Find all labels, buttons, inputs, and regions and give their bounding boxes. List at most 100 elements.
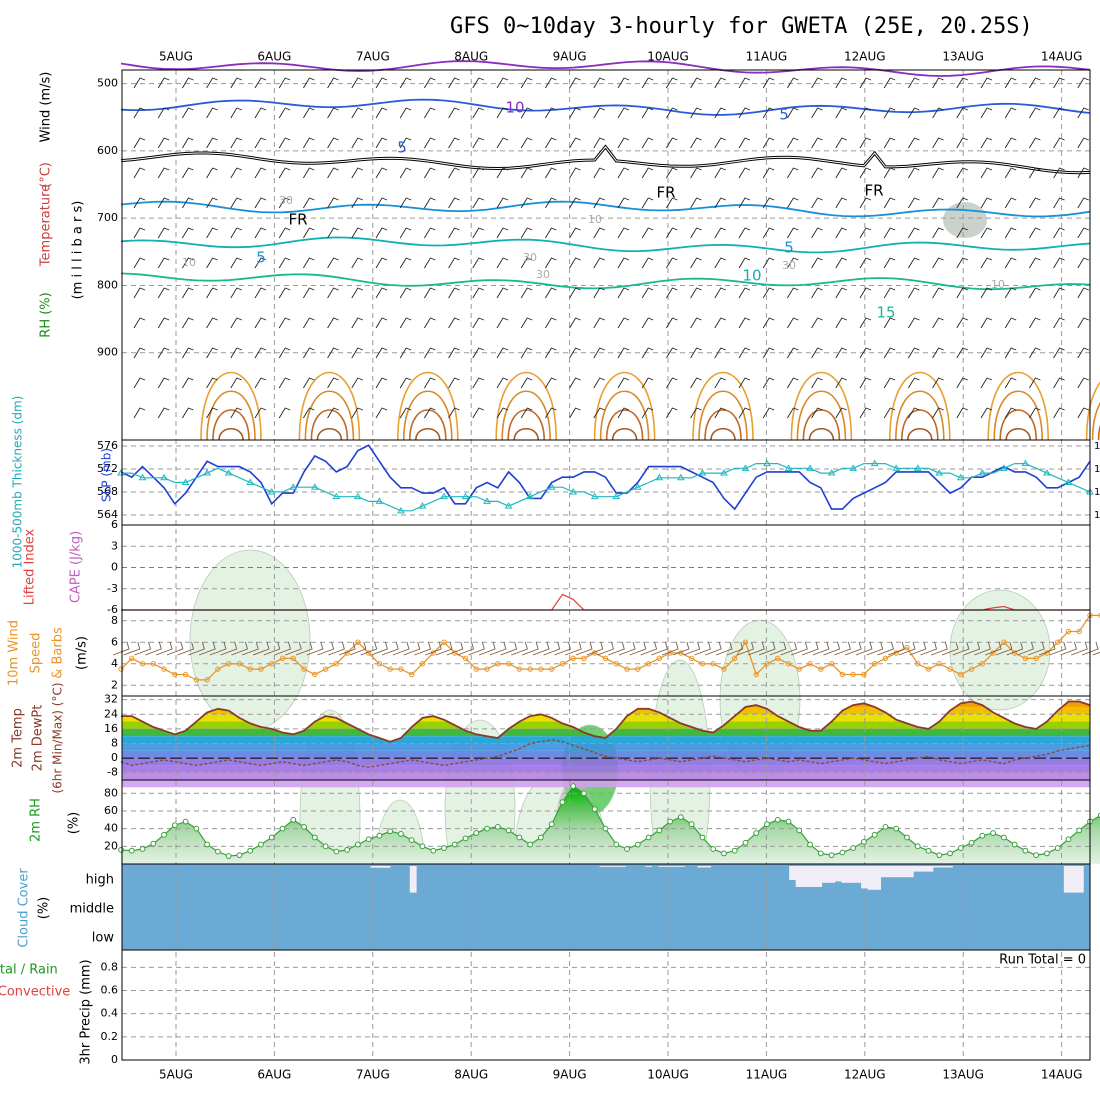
upper-wind-barb xyxy=(787,287,799,299)
upper-wind-barb xyxy=(883,107,896,119)
wind-speed-point xyxy=(441,639,447,645)
surface-wind-barb xyxy=(586,641,604,656)
thickness-marker xyxy=(913,464,922,471)
upper-wind-barb xyxy=(569,287,581,299)
upper-wind-barb xyxy=(254,317,267,329)
upper-wind-barb xyxy=(303,167,315,179)
wind-axis-label: Wind (m/s) xyxy=(39,72,54,143)
upper-wind-barb xyxy=(1053,347,1065,359)
cape-axis-label: CAPE (J/kg) xyxy=(69,531,84,603)
upper-wind-barb xyxy=(254,137,267,149)
upper-wind-barb xyxy=(399,257,412,269)
upper-wind-barb xyxy=(254,347,267,359)
upper-wind-barb xyxy=(835,347,847,359)
surface-wind-barb xyxy=(177,641,195,656)
surface-wind-barb xyxy=(435,641,453,656)
upper-wind-barb xyxy=(593,227,605,239)
surface-wind-barb xyxy=(909,641,927,656)
upper-wind-barb xyxy=(666,77,678,89)
surface-wind-barb xyxy=(489,641,507,656)
wind-speed-point xyxy=(462,655,469,662)
upper-wind-barb xyxy=(472,77,484,89)
temp-axis-label: 2m Temp xyxy=(11,708,26,768)
wind-speed-point xyxy=(236,661,243,667)
contour-label: 30 xyxy=(523,251,537,264)
rh-point xyxy=(484,825,490,832)
upper-wind-barb xyxy=(496,377,509,389)
wind-speed-point xyxy=(1033,655,1039,662)
surface-wind-barb xyxy=(1049,641,1067,656)
upper-wind-barb xyxy=(399,287,412,299)
rh-point xyxy=(505,827,512,834)
upper-wind-barb xyxy=(787,227,799,239)
precip-tick-label: 0.4 xyxy=(101,1007,119,1020)
high-cloud-gap xyxy=(1063,866,1071,893)
surface-wind-barb xyxy=(597,641,615,656)
upper-wind-barb xyxy=(133,77,146,89)
upper-wind-barb xyxy=(641,287,654,299)
low-level-isotherm-arc xyxy=(605,409,644,441)
rh-point xyxy=(688,821,695,828)
upper-wind-barb xyxy=(278,167,291,179)
wind-speed-point xyxy=(871,661,878,667)
upper-wind-barb xyxy=(932,257,944,269)
rh2m-unit-label: (%) xyxy=(67,812,82,835)
upper-wind-barb xyxy=(399,347,412,359)
upper-wind-barb xyxy=(811,227,823,239)
surface-wind-barb xyxy=(705,641,722,656)
upper-wind-barb xyxy=(182,197,194,209)
upper-wind-barb xyxy=(182,347,194,359)
upper-wind-barb xyxy=(424,167,436,179)
upper-wind-barb xyxy=(496,257,509,269)
upper-wind-barb xyxy=(956,377,968,389)
thickness-axis-label: 1000-500mb Thickness (dm) xyxy=(11,396,25,569)
rh-tick-label: 20 xyxy=(104,839,118,852)
rh-point xyxy=(817,850,824,857)
thickness-marker xyxy=(633,483,642,490)
upper-wind-barb xyxy=(617,137,630,149)
wind-speed-point xyxy=(839,671,846,678)
rh-point xyxy=(387,828,394,835)
upper-wind-barb xyxy=(520,197,533,209)
low-level-isotherm-arc xyxy=(808,427,835,441)
upper-wind-barb xyxy=(303,317,315,329)
upper-wind-barb xyxy=(835,167,847,179)
bottom-day-label: 5AUG xyxy=(159,1068,193,1082)
high-cloud-gap xyxy=(939,866,947,868)
low-level-isotherm-arc xyxy=(397,371,459,441)
top-day-label: 13AUG xyxy=(942,50,984,64)
top-day-label: 14AUG xyxy=(1041,50,1083,64)
high-cloud-gap xyxy=(370,866,378,868)
rh-point xyxy=(624,846,630,852)
wind-speed-point xyxy=(624,666,630,672)
upper-wind-barb xyxy=(278,287,291,299)
upper-wind-barb xyxy=(908,407,920,419)
surface-wind-barb xyxy=(575,641,593,656)
upper-wind-barb xyxy=(908,347,920,359)
rh-point xyxy=(527,841,534,848)
upper-wind-barb xyxy=(908,227,920,239)
high-cloud-gap xyxy=(664,866,672,867)
upper-wind-barb xyxy=(690,137,702,149)
upper-wind-barb xyxy=(714,287,726,299)
rh-point xyxy=(871,831,878,838)
rh-point xyxy=(268,834,275,841)
low-level-isotherm-arc xyxy=(1005,427,1031,441)
upper-wind-barb xyxy=(545,257,557,269)
thickness-marker xyxy=(1043,469,1051,476)
cloud-tick-label: middle xyxy=(70,902,114,917)
upper-wind-barb xyxy=(327,197,339,209)
surface-wind-barb xyxy=(209,641,227,656)
upper-wind-barb xyxy=(520,287,533,299)
upper-wind-barb xyxy=(569,107,581,119)
surface-wind-barb xyxy=(392,641,410,656)
wind-speed-point xyxy=(635,666,641,672)
temp-tick-label: 0 xyxy=(111,751,118,764)
low-level-isotherm-arc xyxy=(802,409,841,441)
contour-label: 5 xyxy=(256,249,266,267)
cloud-unit-label: (%) xyxy=(37,897,52,920)
upper-wind-barb xyxy=(641,377,654,389)
upper-wind-barb xyxy=(351,227,363,239)
surface-wind-barb xyxy=(618,641,636,656)
upper-wind-barb xyxy=(448,287,460,299)
